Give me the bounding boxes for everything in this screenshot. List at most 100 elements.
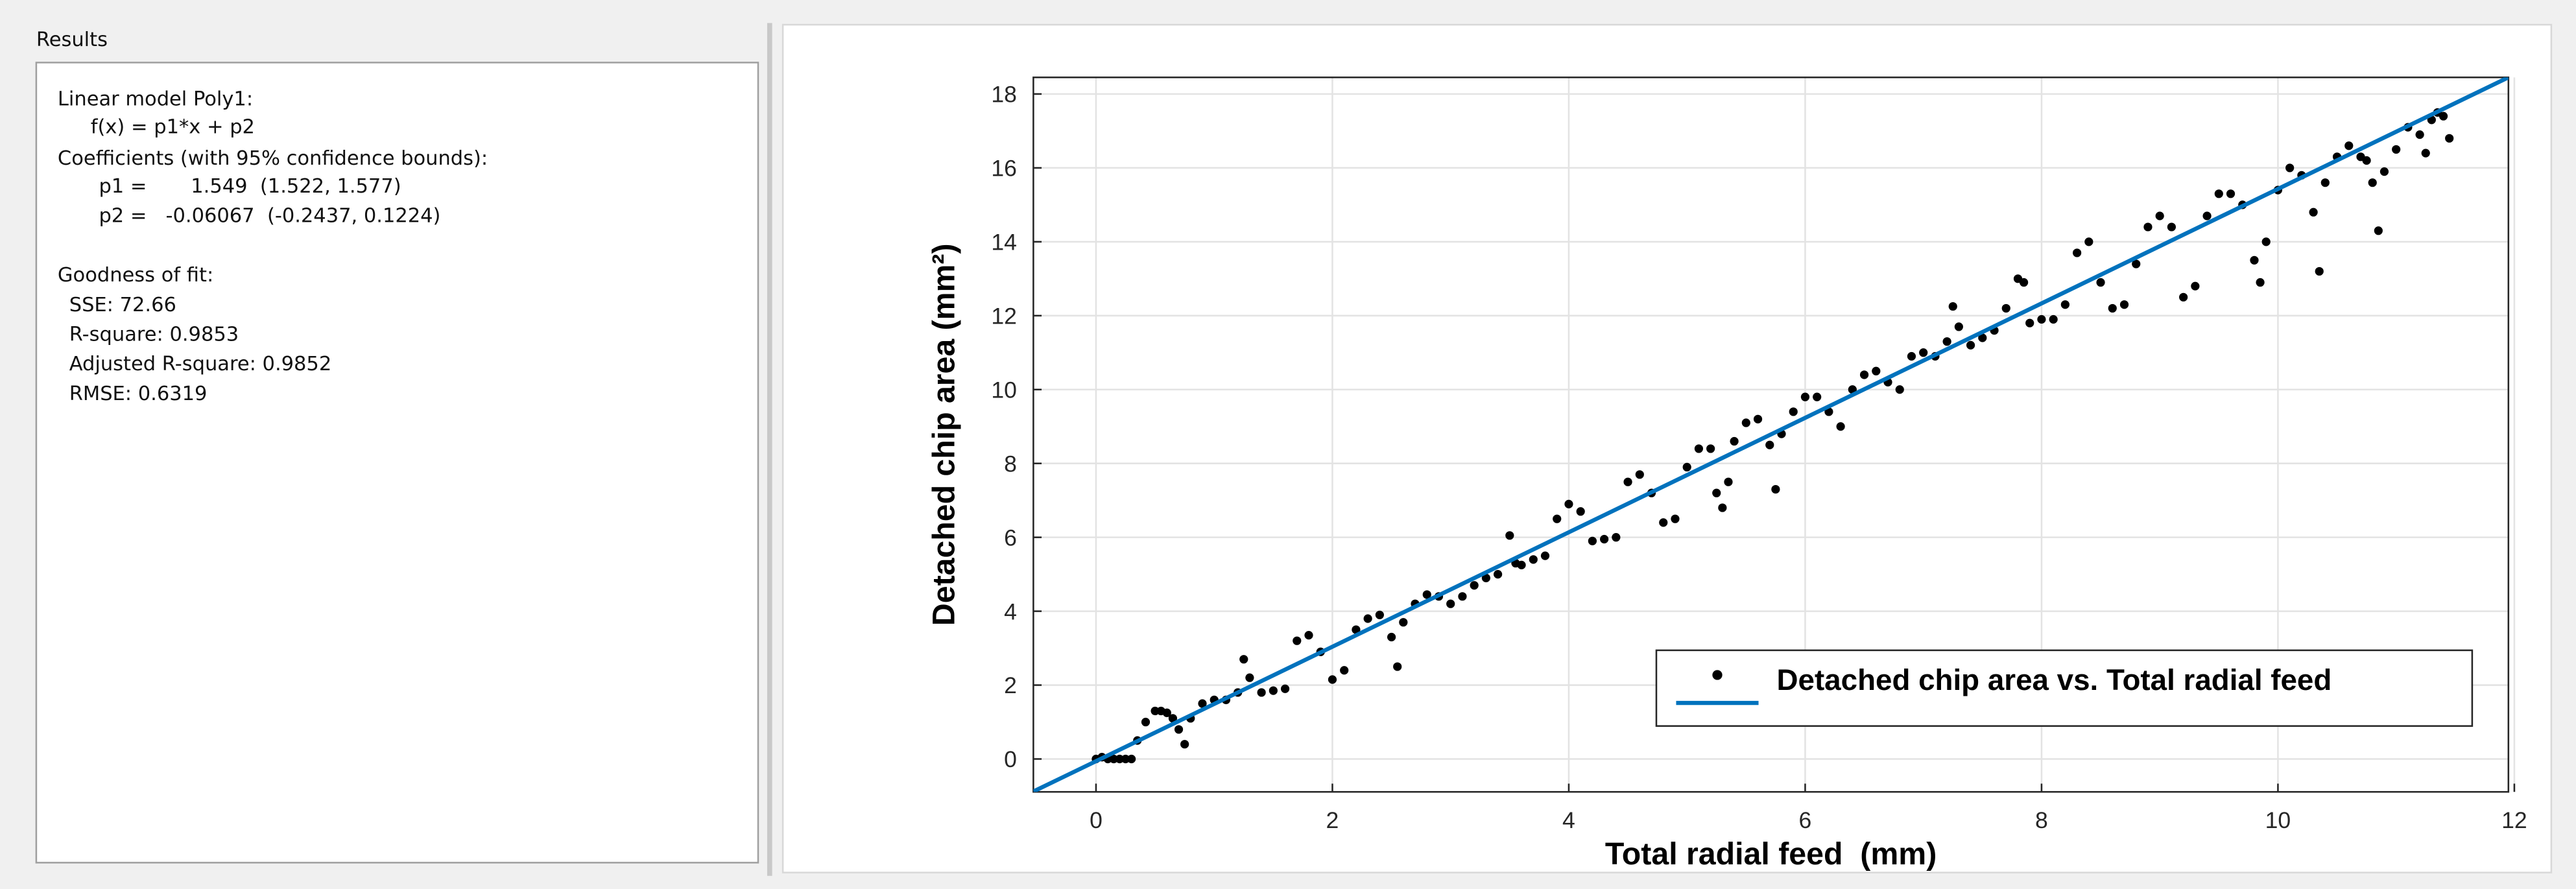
data-point — [2368, 178, 2377, 187]
x-tick-label: 6 — [1799, 807, 1812, 833]
y-tick-label: 12 — [991, 303, 1017, 329]
data-point — [1659, 518, 1668, 527]
data-point — [1741, 418, 1750, 427]
data-point — [1387, 632, 1396, 642]
data-point — [1517, 560, 1526, 569]
data-point — [1174, 725, 1184, 734]
data-point — [2179, 292, 2188, 302]
data-point — [1895, 385, 1904, 394]
data-point — [1724, 477, 1733, 486]
data-point — [1712, 488, 1721, 497]
data-point — [1954, 322, 1963, 331]
y-tick-label: 2 — [1004, 672, 1017, 698]
data-point — [2421, 148, 2430, 158]
data-point — [1564, 499, 1573, 508]
data-point — [1859, 370, 1869, 379]
y-tick-label: 8 — [1004, 451, 1017, 477]
data-point — [1978, 333, 1987, 342]
data-point — [1340, 666, 1349, 675]
data-point — [1907, 351, 1916, 361]
data-point — [2073, 248, 2082, 257]
results-line: Linear model Poly1: — [58, 88, 253, 111]
data-point — [2415, 130, 2424, 139]
x-tick-label: 4 — [1562, 807, 1575, 833]
data-point — [1553, 514, 1562, 523]
legend-label: Detached chip area vs. Total radial feed — [1776, 663, 2332, 696]
data-point — [2132, 259, 2141, 268]
data-point — [1789, 407, 1798, 416]
x-tick-label: 8 — [2035, 807, 2048, 833]
data-point — [1162, 708, 1171, 717]
results-line: Coefficients (with 95% confidence bounds… — [58, 147, 488, 170]
data-point — [1269, 686, 1278, 695]
x-tick-label: 0 — [1090, 807, 1103, 833]
data-point — [1836, 422, 1845, 431]
data-point — [1612, 533, 1621, 542]
x-tick-label: 10 — [2265, 807, 2291, 833]
data-point — [1623, 477, 1632, 486]
data-point — [1948, 302, 1957, 311]
data-point — [1505, 531, 1514, 540]
data-point — [2202, 211, 2212, 220]
x-axis-label: Total radial feed (mm) — [1605, 836, 1937, 871]
data-point — [1470, 581, 1479, 590]
data-point — [2096, 278, 2105, 287]
results-line: p2 = -0.06067 (-0.2437, 0.1224) — [99, 205, 440, 228]
data-point — [1671, 514, 1680, 523]
data-point — [1718, 503, 1727, 512]
results-line: Adjusted R-square: 0.9852 — [69, 353, 332, 375]
data-point — [1352, 625, 1361, 634]
data-point — [2049, 314, 2058, 324]
data-point — [2285, 163, 2295, 172]
data-point — [2315, 267, 2324, 276]
data-point — [2379, 167, 2389, 176]
results-line: RMSE: 0.6319 — [69, 383, 208, 405]
results-line: R-square: 0.9853 — [69, 324, 239, 346]
data-point — [2025, 318, 2034, 327]
data-point — [2060, 300, 2069, 309]
data-point — [1753, 414, 1763, 423]
data-point — [1682, 462, 1691, 472]
data-point — [1280, 684, 1290, 693]
data-point — [1363, 614, 1372, 623]
x-tick-label: 2 — [1326, 807, 1339, 833]
data-point — [1180, 740, 1189, 749]
results-text: Linear model Poly1: f(x) = p1*x + p2 Coe… — [58, 88, 488, 405]
legend-marker — [1712, 670, 1723, 680]
y-tick-label: 18 — [991, 82, 1017, 108]
y-tick-label: 16 — [991, 156, 1017, 182]
data-point — [1529, 555, 1538, 564]
data-point — [2214, 189, 2223, 198]
plot-frame — [1032, 77, 2510, 793]
data-point — [1239, 655, 1248, 664]
data-point — [1481, 573, 1490, 582]
data-point — [2250, 255, 2259, 265]
data-point — [2439, 112, 2448, 121]
data-point — [2108, 303, 2117, 313]
data-point — [2374, 226, 2383, 235]
y-tick-label: 4 — [1004, 599, 1017, 624]
data-point — [1600, 534, 1609, 544]
chart: 0 2 4 6 8 10 12 0 2 4 6 8 10 12 14 16 18 Total radial fee… — [926, 77, 2527, 871]
data-point — [1328, 675, 1337, 684]
data-point — [1458, 592, 1467, 601]
data-point — [2362, 156, 2371, 165]
data-point — [1493, 570, 1503, 579]
data-point — [1446, 599, 1455, 608]
data-point — [2344, 141, 2354, 150]
data-point — [1919, 348, 1928, 357]
data-point — [2001, 303, 2010, 313]
data-point — [1393, 662, 1402, 671]
data-point — [2019, 278, 2029, 287]
x-tick-label: 12 — [2501, 807, 2527, 833]
data-point — [2143, 222, 2153, 231]
data-point — [2256, 278, 2265, 287]
data-point — [1115, 754, 1125, 764]
data-point — [1942, 337, 1951, 346]
data-point — [1141, 717, 1151, 727]
data-point — [2119, 300, 2129, 309]
legend-box — [1655, 649, 2474, 727]
data-point — [2155, 211, 2164, 220]
results-box — [35, 62, 759, 864]
